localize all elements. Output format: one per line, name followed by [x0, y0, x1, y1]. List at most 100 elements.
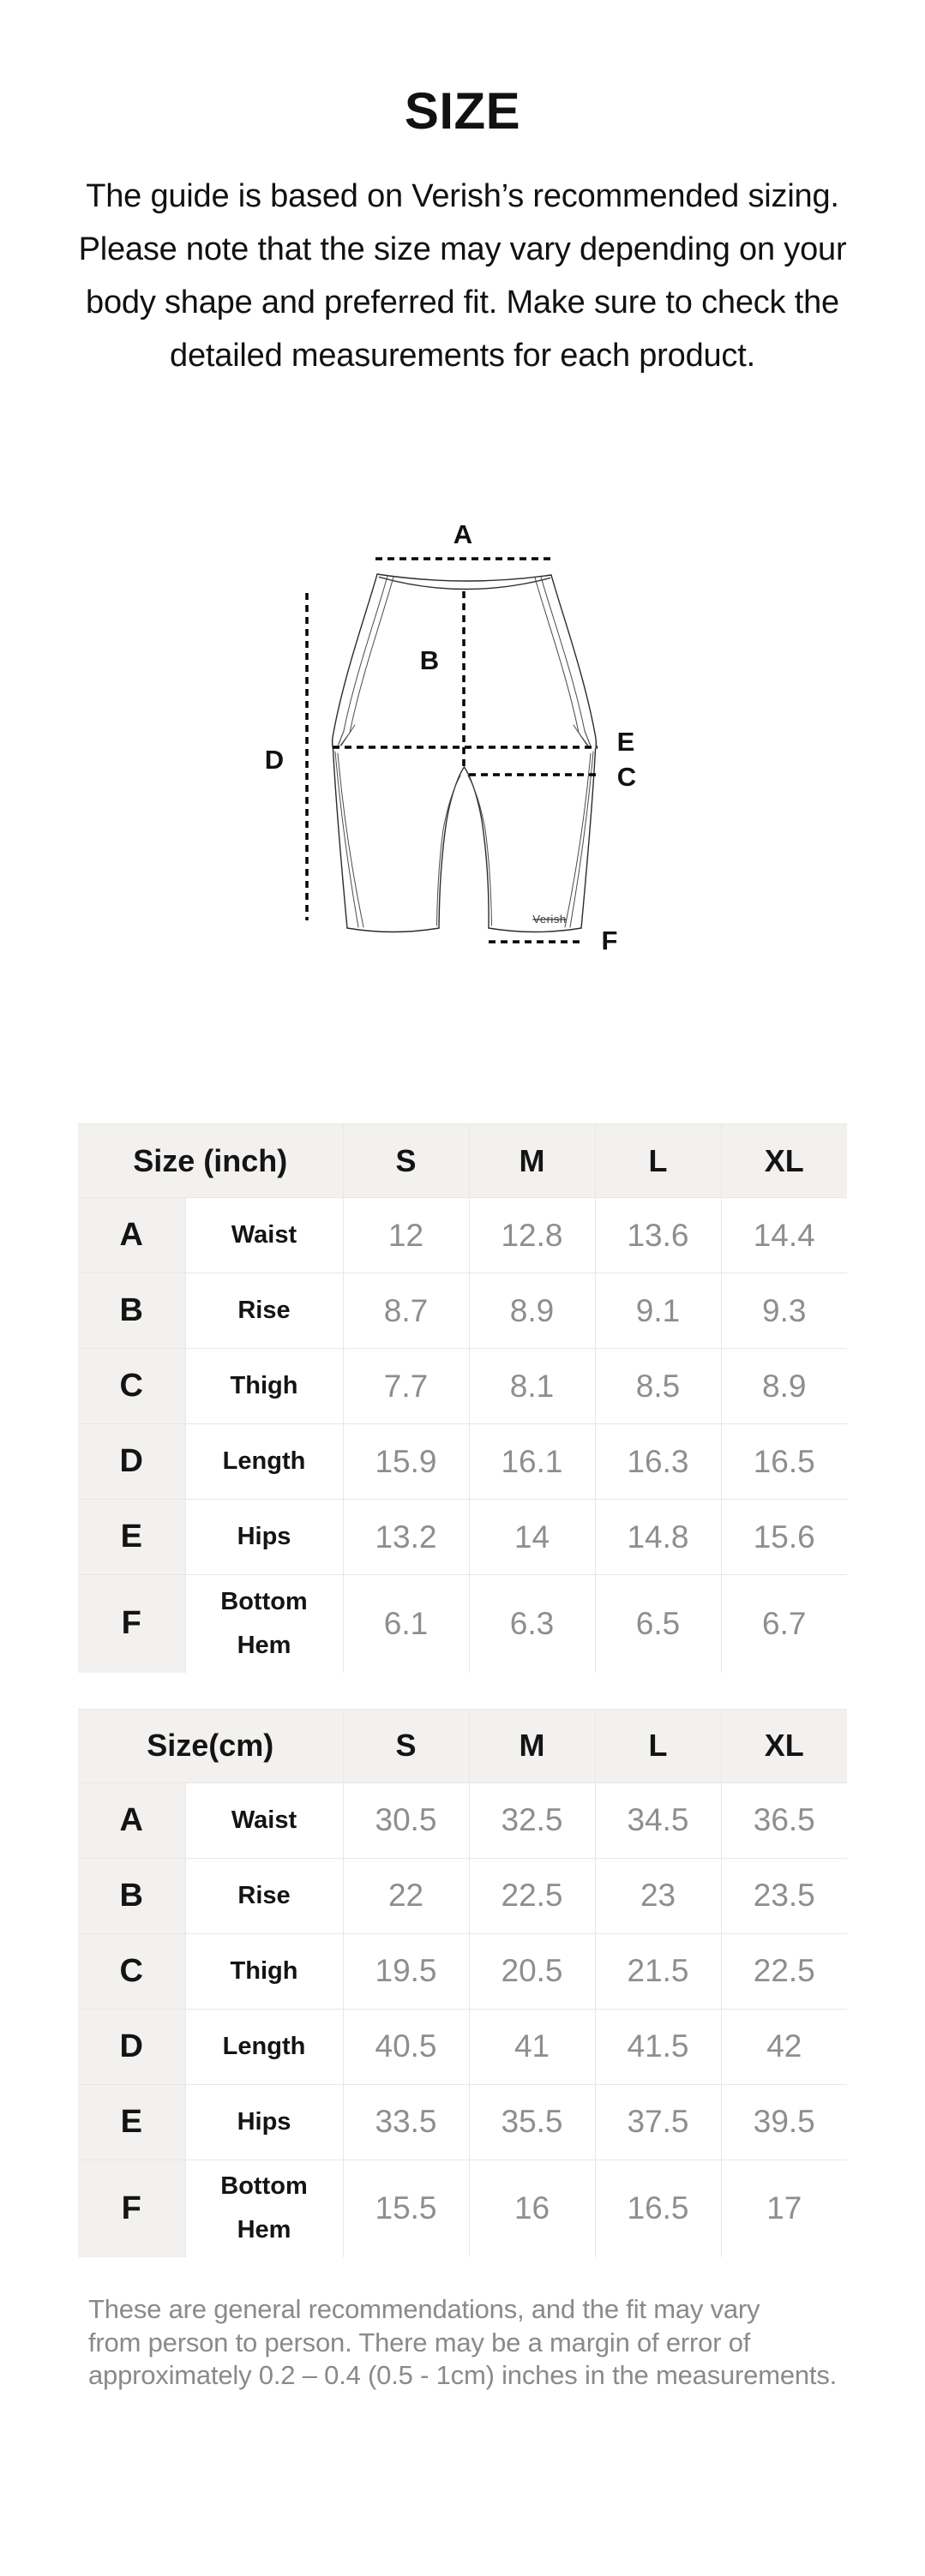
size-table: Size(cm) S M L XL A Waist 30.5 32.5 34.5 36.5 B Rise…: [78, 1708, 848, 2257]
row-value: 16.3: [594, 1423, 722, 1500]
row-value: 14.4: [720, 1197, 847, 1273]
diagram-label-a: A: [453, 519, 472, 549]
shorts-outline: [331, 573, 597, 933]
row-value: 6.3: [468, 1574, 596, 1673]
row-value: 8.1: [468, 1348, 596, 1424]
footnote-line: from person to person. There may be a ma…: [88, 2327, 751, 2357]
row-value: 33.5: [342, 2083, 470, 2160]
row-value: 20.5: [468, 1932, 596, 2010]
row-value: 22: [342, 1857, 470, 1934]
right-inner-seam: [467, 775, 492, 926]
row-value: 8.7: [342, 1273, 470, 1349]
table-row-d: D Length 40.5 41 41.5 42: [78, 2008, 848, 2085]
diagram-label-b: B: [419, 645, 438, 675]
left-side-seam-3: [334, 751, 358, 928]
row-key: C: [78, 1348, 186, 1424]
row-label: Waist: [184, 1782, 344, 1859]
shorts-measurement-diagram: A B C D E F Verish: [264, 519, 635, 956]
row-key: B: [78, 1857, 186, 1934]
row-value: 36.5: [720, 1782, 848, 1859]
row-value: 6.7: [720, 1574, 847, 1673]
row-value: 16.5: [594, 2159, 722, 2257]
table-unit-header: Size (inch): [78, 1123, 344, 1198]
row-value: 17: [720, 2159, 848, 2257]
table-row-d: D Length 15.9 16.1 16.3 16.5: [78, 1423, 847, 1500]
table-row-c: C Thigh 7.7 8.1 8.5 8.9: [78, 1348, 847, 1424]
row-value: 19.5: [342, 1932, 470, 2010]
measure-lines: [304, 557, 598, 944]
row-key: D: [78, 2008, 186, 2085]
row-value: 35.5: [468, 2083, 596, 2160]
table-row-e: E Hips 33.5 35.5 37.5 39.5: [78, 2083, 848, 2160]
row-value: 13.2: [342, 1499, 470, 1575]
size-table-cm: Size(cm) S M L XL A Waist 30.5 32.5 34.5 36.5 B Rise…: [78, 1708, 848, 2257]
row-value: 23.5: [720, 1857, 848, 1934]
row-key: E: [78, 1499, 186, 1575]
size-column-header-s: S: [342, 1123, 470, 1198]
intro-line: Please note that the size may vary depen…: [78, 231, 847, 267]
row-value: 34.5: [594, 1782, 722, 1859]
row-value: 15.5: [342, 2159, 470, 2257]
size-guide-page: SIZE The guide is based on Verish’s reco…: [0, 86, 925, 2576]
table-row-a: A Waist 12 12.8 13.6 14.4: [78, 1197, 847, 1273]
left-inner-seam: [435, 775, 460, 926]
row-value: 23: [594, 1857, 722, 1934]
row-value: 14: [468, 1499, 596, 1575]
size-column-header-s: S: [342, 1708, 470, 1783]
row-label: Waist: [184, 1197, 344, 1273]
row-key: B: [78, 1273, 186, 1349]
row-value: 16.5: [720, 1423, 847, 1500]
row-value: 7.7: [342, 1348, 470, 1424]
size-column-header-l: L: [594, 1708, 722, 1783]
table-row-f: F Bottom Hem 15.5 16 16.5 17: [78, 2159, 848, 2257]
right-hip-dart: [573, 724, 591, 747]
right-hem: [487, 927, 582, 933]
row-value: 41.5: [594, 2008, 722, 2085]
row-label: Bottom Hem: [184, 2159, 344, 2257]
right-side-seam-4: [564, 752, 591, 928]
row-value: 15.6: [720, 1499, 847, 1575]
row-value: 41: [468, 2008, 596, 2085]
left-hem: [345, 927, 440, 933]
row-label: Hips: [184, 2083, 344, 2160]
row-value: 40.5: [342, 2008, 470, 2085]
diagram-label-e: E: [616, 727, 634, 757]
row-key: F: [78, 2159, 186, 2257]
row-value: 21.5: [594, 1932, 722, 2010]
table-row-c: C Thigh 19.5 20.5 21.5 22.5: [78, 1932, 848, 2010]
table-row-a: A Waist 30.5 32.5 34.5 36.5: [78, 1782, 848, 1859]
row-label: Rise: [184, 1857, 344, 1934]
table-header-row: Size (inch) S M L XL: [78, 1123, 847, 1198]
row-label: Thigh: [184, 1348, 344, 1424]
row-value: 22.5: [720, 1932, 848, 2010]
intro-line: detailed measurements for each product.: [170, 338, 755, 374]
left-side-seam-2: [339, 576, 393, 746]
intro-text: The guide is based on Verish’s recommend…: [0, 170, 925, 382]
row-value: 16.1: [468, 1423, 596, 1500]
row-value: 6.5: [594, 1574, 722, 1673]
row-value: 32.5: [468, 1782, 596, 1859]
row-value: 22.5: [468, 1857, 596, 1934]
row-value: 9.3: [720, 1273, 847, 1349]
row-key: A: [78, 1782, 186, 1859]
table-unit-header: Size(cm): [78, 1708, 344, 1783]
row-value: 16: [468, 2159, 596, 2257]
right-side-seam-3: [569, 751, 593, 928]
row-value: 42: [720, 2008, 848, 2085]
row-label: Bottom Hem: [184, 1574, 344, 1673]
table-row-e: E Hips 13.2 14 14.8 15.6: [78, 1499, 847, 1575]
row-label: Rise: [184, 1273, 344, 1349]
row-value: 6.1: [342, 1574, 470, 1673]
table-row-b: B Rise 22 22.5 23 23.5: [78, 1857, 848, 1934]
waistband-inner-edge: [378, 576, 550, 590]
right-inner-edge: [463, 766, 490, 929]
diagram-label-c: C: [616, 762, 635, 792]
table-header-row: Size(cm) S M L XL: [78, 1708, 848, 1783]
row-value: 8.5: [594, 1348, 722, 1424]
row-key: D: [78, 1423, 186, 1500]
footnote-line: These are general recommendations, and t…: [88, 2294, 760, 2324]
size-column-header-xl: XL: [720, 1708, 848, 1783]
row-key: C: [78, 1932, 186, 2010]
row-key: E: [78, 2083, 186, 2160]
intro-line: The guide is based on Verish’s recommend…: [86, 178, 839, 214]
